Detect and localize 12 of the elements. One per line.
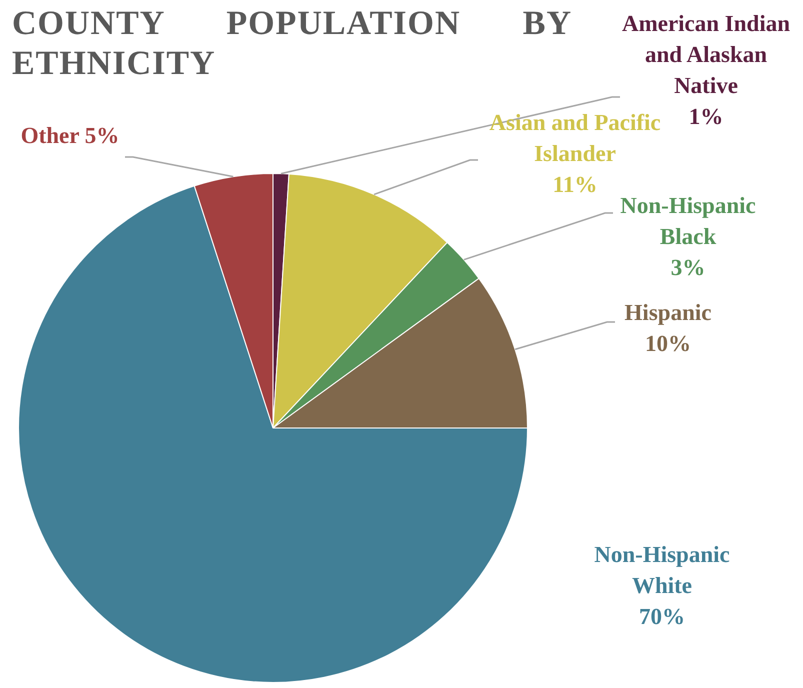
data-label: 1% xyxy=(688,104,724,129)
data-label: 70% xyxy=(639,604,685,629)
data-label: 3% xyxy=(670,254,706,280)
chart-title: COUNTY POPULATION BY ETHNICITY xyxy=(12,4,572,84)
slice-label: American Indian and Alaskan Native xyxy=(622,10,790,98)
slice-label: Other 5% xyxy=(20,122,120,148)
slice-label: Asian and Pacific Islander xyxy=(489,110,661,166)
data-label: 11% xyxy=(552,172,598,197)
slice-label: Non-Hispanic Black xyxy=(620,192,756,249)
slice-label: Non-Hispanic White xyxy=(594,542,730,598)
slice-label: Hispanic xyxy=(624,300,712,325)
data-label: 10% xyxy=(645,330,691,356)
